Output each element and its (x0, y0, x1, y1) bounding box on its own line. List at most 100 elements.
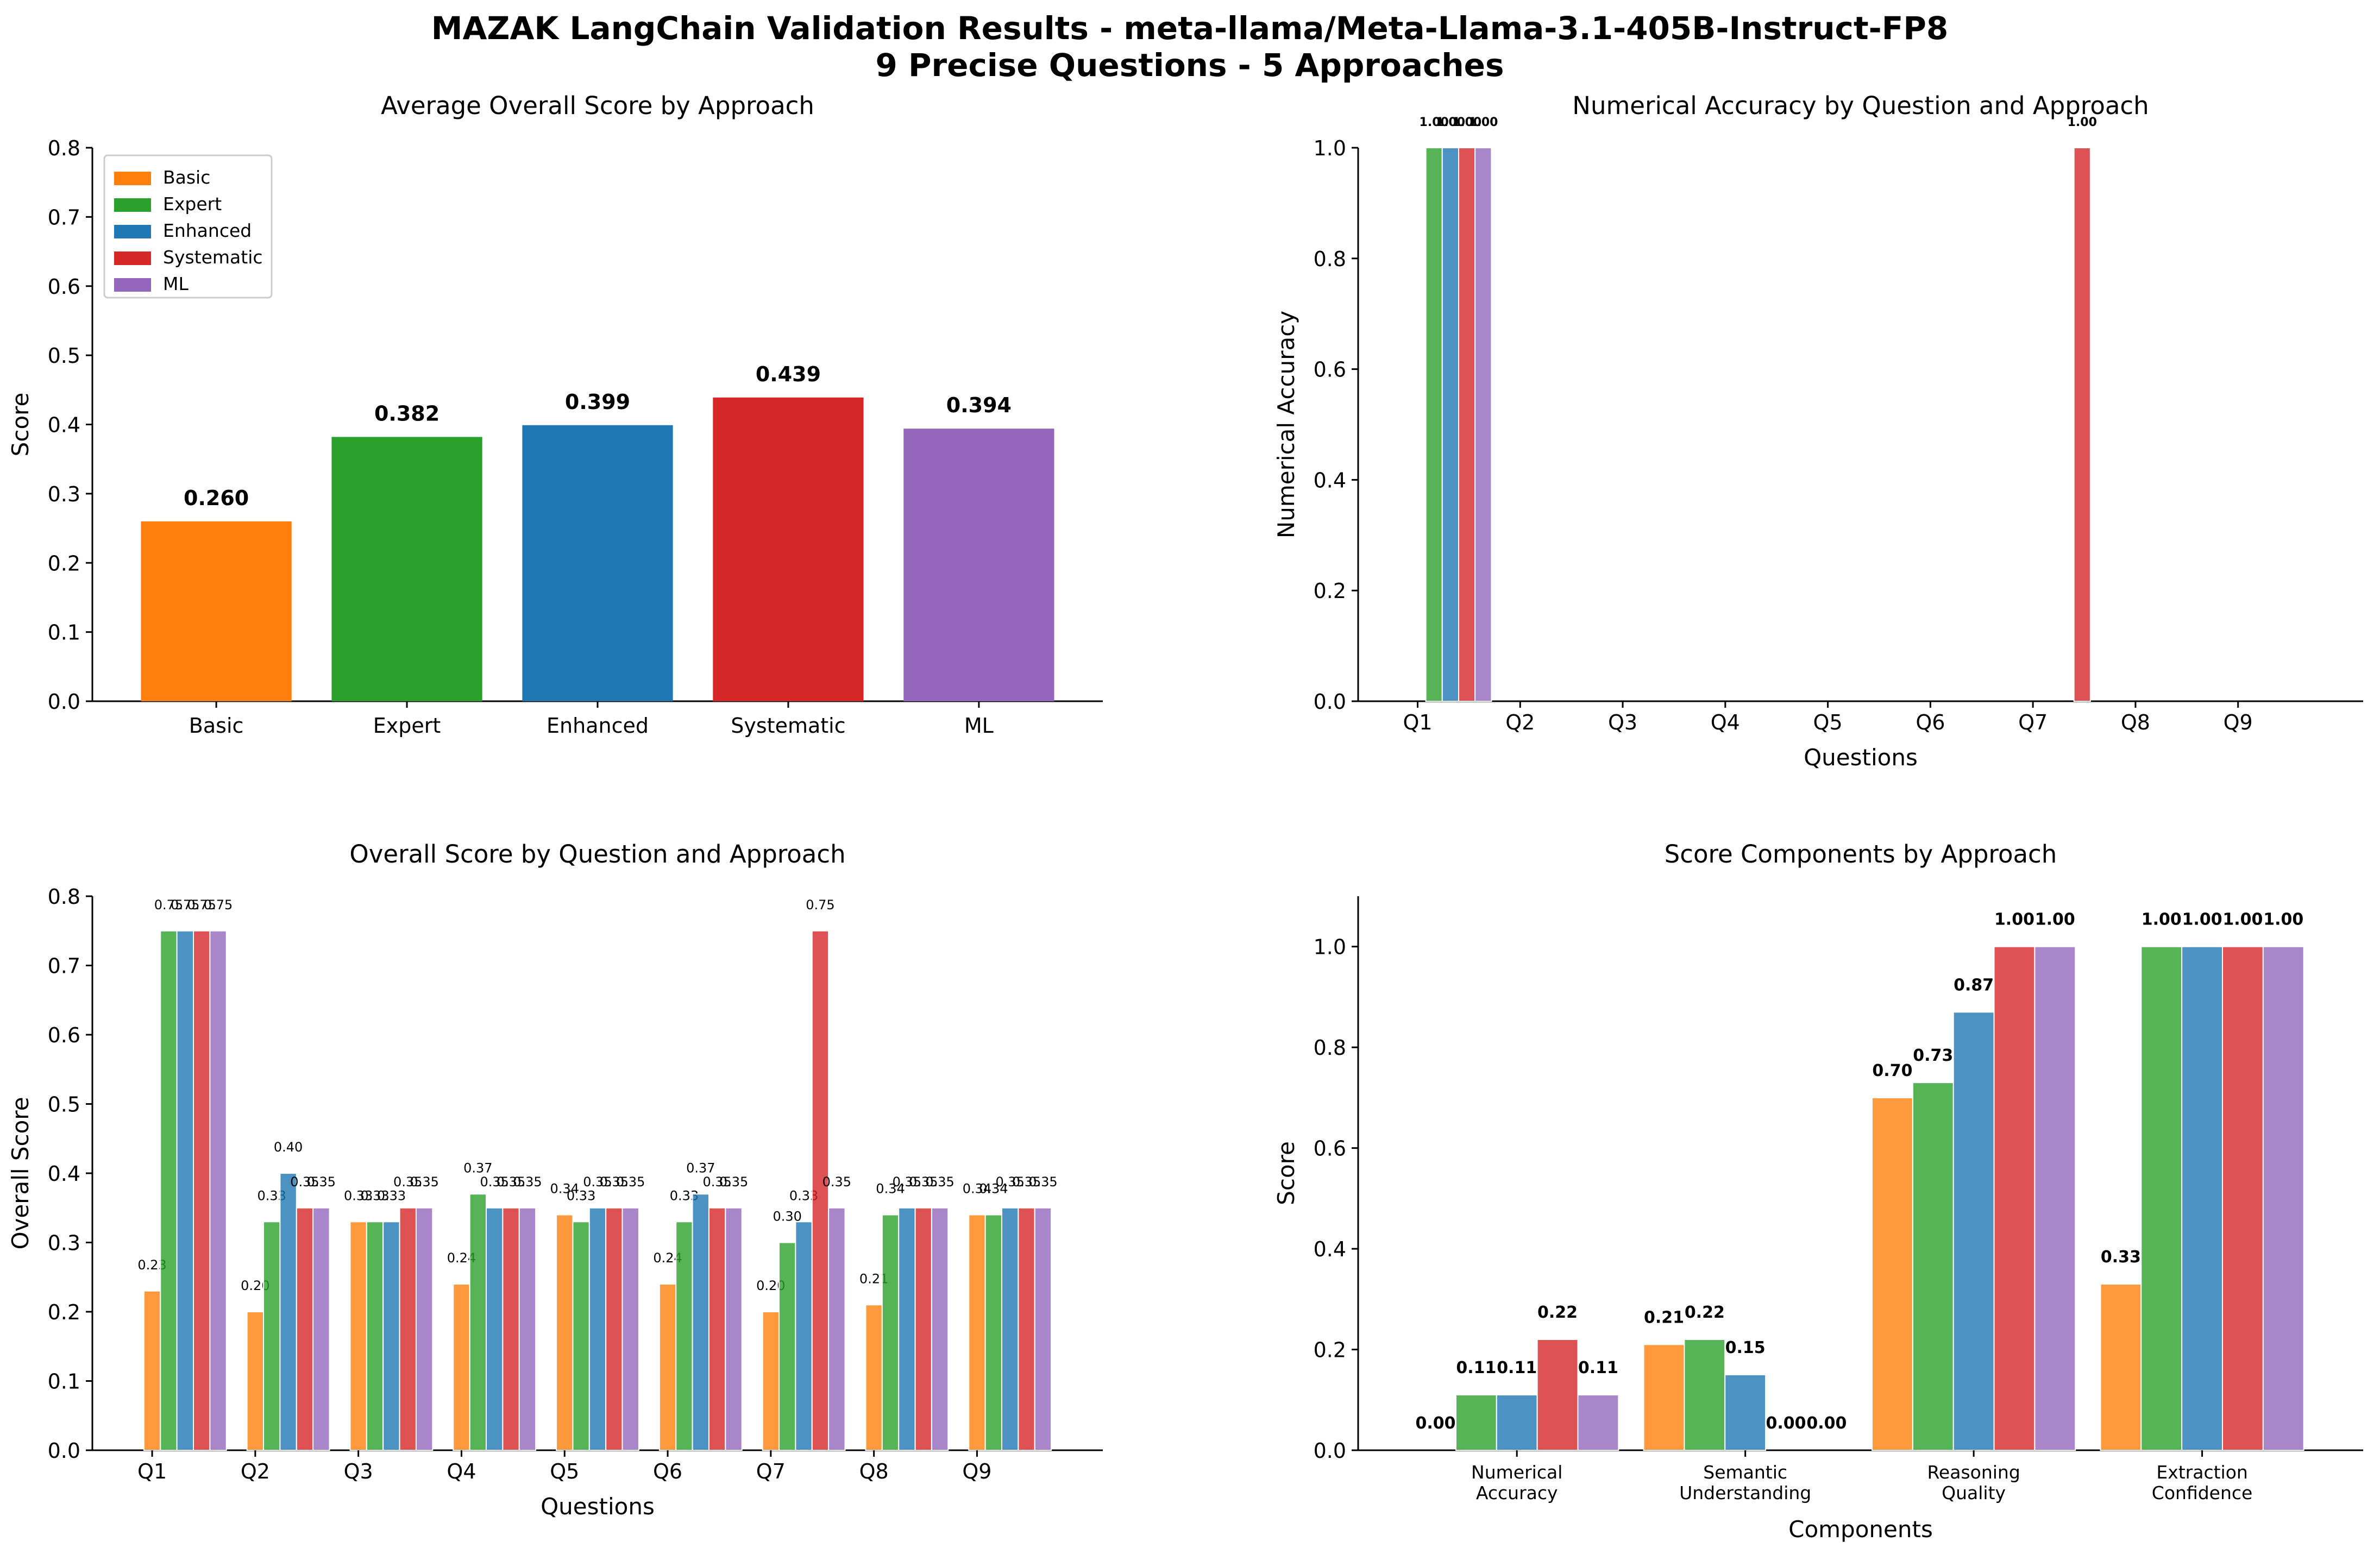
bar-value-label: 0.75 (187, 897, 216, 913)
bar-enhanced (486, 1207, 504, 1451)
bar-ml (1034, 1207, 1052, 1451)
bar-ml (828, 1207, 846, 1451)
bar-value-label: 0.35 (909, 1174, 938, 1190)
bar-expert (778, 1242, 796, 1451)
y-tick-label: 0.6 (48, 1023, 80, 1047)
bar-value-label: 0.35 (893, 1174, 921, 1190)
bar-value-label: 0.87 (1954, 976, 1994, 995)
x-axis-label: Questions (541, 1493, 655, 1520)
bar-value-label: 0.21 (1644, 1308, 1684, 1327)
bar-value-label: 0.73 (1913, 1046, 1953, 1065)
bar-ml (209, 930, 227, 1451)
x-tick-label: Numerical (1471, 1462, 1562, 1483)
bar-ml (931, 1207, 949, 1451)
chart-legend: Basic Expert Enhanced Systematic ML (103, 154, 273, 299)
bar-value-label: 0.34 (550, 1181, 579, 1197)
bar-value-label: 0.75 (806, 897, 834, 913)
bar-value-label: 0.35 (1028, 1174, 1057, 1190)
bar-basic (556, 1214, 574, 1451)
x-tick-label: Q5 (1813, 710, 1843, 734)
figure-title: MAZAK LangChain Validation Results - met… (431, 10, 1948, 47)
y-tick-label: 0.0 (1314, 690, 1346, 714)
bar-enhanced (795, 1221, 813, 1451)
y-tick-label: 0.7 (48, 205, 80, 229)
bar-expert (263, 1221, 281, 1451)
y-tick-label: 0.6 (48, 275, 80, 299)
bar-expert (572, 1221, 590, 1451)
bar-value-label: 0.40 (274, 1140, 303, 1155)
bar-value-label: 1.00 (2142, 910, 2182, 929)
bar-value-label: 0.35 (583, 1174, 612, 1190)
chart-title: Numerical Accuracy by Question and Appro… (1572, 91, 2149, 120)
bar-expert (1425, 147, 1443, 702)
bar-value-label: 0.37 (686, 1160, 715, 1175)
bar-expert (2140, 946, 2183, 1451)
charts-group: Average Overall Score by Approach 0.0 0.1 0… (7, 91, 2363, 1543)
bar-value-label: 0.11 (1578, 1358, 1618, 1377)
bar-value-label: 0.35 (497, 1174, 525, 1190)
bar-value-label: 1.00 (2222, 910, 2263, 929)
chart-overall-score-by-question: Overall Score by Question and Approach 0.… (7, 840, 1103, 1520)
y-tick-label: 0.4 (48, 413, 80, 437)
y-axis-label: Score (1273, 1141, 1299, 1205)
bar-ml (621, 1207, 639, 1451)
bar-value-label: 1.00 (2035, 910, 2075, 929)
bar-value-label: 0.33 (377, 1188, 406, 1203)
y-tick-label: 0.7 (48, 954, 80, 978)
bar-value-label: 0.22 (1685, 1303, 1725, 1322)
bar-expert (366, 1221, 384, 1451)
x-tick-label: Extraction (2156, 1462, 2247, 1483)
x-tick-label: Understanding (1679, 1482, 1811, 1503)
chart-score-components: Score Components by Approach 0.0 0.2 0.4 0.6… (1273, 840, 2363, 1543)
x-tick-label: Q2 (1505, 710, 1535, 734)
bar-systematic (1993, 946, 2036, 1451)
bar-value-label: 0.33 (344, 1188, 373, 1203)
x-tick-label: Basic (189, 714, 244, 738)
bar-value-label: 0.35 (925, 1174, 954, 1190)
bar-value-label: 0.00 (1806, 1414, 1847, 1433)
bar-ml (415, 1207, 434, 1451)
bar-basic (1643, 1344, 1685, 1451)
bar-value-label: 0.11 (1497, 1358, 1537, 1377)
bar-basic (349, 1221, 367, 1451)
y-tick-label: 0.8 (1314, 1036, 1346, 1060)
bar-systematic (2222, 946, 2264, 1451)
chart-title: Score Components by Approach (1665, 840, 2057, 869)
bar-basic (453, 1284, 470, 1451)
bar-value-label: 0.260 (184, 486, 249, 510)
legend-swatch-ml (114, 278, 151, 292)
bar-value-label: 0.35 (995, 1174, 1024, 1190)
x-tick-label: Semantic (1703, 1462, 1787, 1483)
bar-ml (518, 1207, 537, 1451)
chart-average-overall-score: Average Overall Score by Approach 0.0 0.1 0… (7, 91, 1103, 738)
bar-enhanced (176, 930, 194, 1451)
y-tick-label: 0.1 (48, 1370, 80, 1394)
y-tick-label: 0.5 (48, 1093, 80, 1117)
bar-value-label: 0.00 (1766, 1414, 1806, 1433)
bar-value-label: 0.15 (1725, 1338, 1766, 1357)
bar-expert (1684, 1339, 1726, 1451)
x-tick-label: Q4 (1711, 710, 1740, 734)
bar-value-label: 0.35 (290, 1174, 319, 1190)
bar-systematic (1018, 1207, 1035, 1451)
y-tick-label: 0.2 (48, 1300, 80, 1324)
bar-value-label: 0.70 (1872, 1061, 1912, 1080)
bar-basic (246, 1311, 265, 1451)
bar-value-label: 0.399 (565, 390, 630, 414)
y-axis-label: Score (7, 393, 34, 457)
x-tick-label: Systematic (731, 714, 845, 738)
y-tick-label: 0.2 (48, 551, 80, 575)
bar-expert (469, 1193, 487, 1451)
bar-enhanced (1001, 1207, 1019, 1451)
y-tick-label: 0.1 (48, 621, 80, 645)
bar-value-label: 1.00 (1452, 116, 1481, 129)
x-axis-label: Components (1788, 1516, 1933, 1543)
bar-systematic (1458, 147, 1476, 702)
bar-expert (1455, 1394, 1497, 1451)
bar-value-label: 0.00 (1416, 1414, 1456, 1433)
bar-value-label: 0.33 (2101, 1248, 2141, 1267)
bar-expert (984, 1214, 1003, 1451)
x-tick-label: Q9 (962, 1459, 991, 1483)
y-tick-label: 0.3 (48, 1231, 80, 1255)
bar-expert (675, 1221, 693, 1451)
